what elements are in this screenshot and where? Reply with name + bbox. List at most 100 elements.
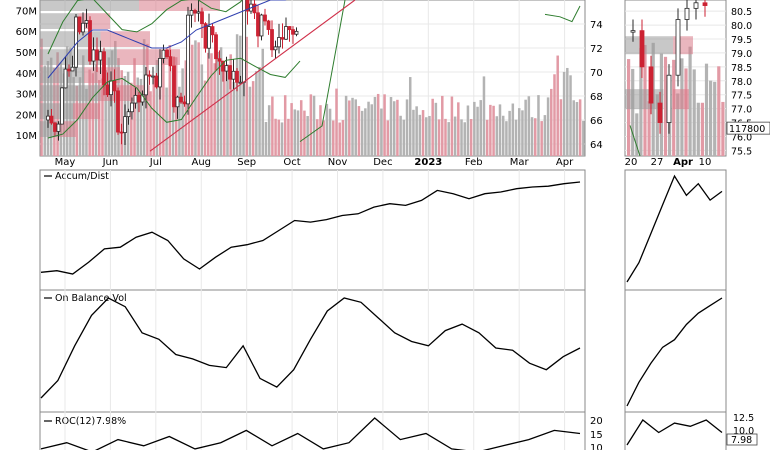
zoom-volume-bar <box>676 93 680 156</box>
volume-bar <box>498 104 502 156</box>
candle-body <box>196 11 201 14</box>
candle-body <box>67 68 71 72</box>
volume-bar <box>514 119 518 156</box>
candle-body <box>242 0 246 83</box>
volume-bar <box>360 110 364 156</box>
volume-bar <box>258 66 261 156</box>
volume-bar <box>162 53 165 157</box>
x-tick-label: Jun <box>102 157 119 168</box>
zoom-band-line <box>629 125 641 157</box>
volume-bar <box>396 99 399 156</box>
candle-body <box>172 65 176 108</box>
candle-body <box>70 66 75 72</box>
volume-bar <box>428 115 431 156</box>
roc-line <box>40 417 581 450</box>
obv-panel <box>39 289 586 413</box>
zoom-x-tick-label: Apr <box>673 157 693 168</box>
volume-bar <box>229 54 232 156</box>
trend-line <box>149 0 356 152</box>
x-tick-label: May <box>55 157 76 168</box>
candle-body <box>109 80 113 96</box>
volume-bar <box>437 119 441 156</box>
volume-bar <box>405 99 409 156</box>
price-tick-label: 68 <box>590 92 603 103</box>
indicator-lines <box>40 174 723 450</box>
price-tick-label: 66 <box>590 116 603 127</box>
volume-bar <box>312 95 316 156</box>
zoom-candle-body <box>666 74 672 123</box>
candle-body <box>200 11 204 25</box>
zoom-candle-body <box>684 7 690 20</box>
axis-ticks: May Jun Jul Aug Sep Oct Nov Dec 2023 Feb Mar Apr 64 6… <box>16 6 770 450</box>
volume-bar <box>85 88 88 156</box>
volume-bar <box>130 82 133 156</box>
zoom-x-tick-label: 10 <box>699 157 712 168</box>
volume-bar <box>328 108 332 156</box>
candle-body <box>144 74 148 96</box>
volume-bar <box>463 122 466 156</box>
volume-bar <box>136 77 139 156</box>
candle-body <box>165 49 169 58</box>
candle-body <box>123 116 127 133</box>
volume-bar <box>290 103 293 156</box>
candle-body <box>56 123 61 132</box>
volume-bar <box>370 104 374 156</box>
volume-bar <box>421 110 425 156</box>
candle-body <box>291 29 295 35</box>
candle-body <box>175 96 180 108</box>
volume-bar <box>543 115 547 156</box>
volume-bar <box>232 82 236 156</box>
candle-body <box>60 87 64 125</box>
zoom-candle-body <box>657 102 663 123</box>
volume-zone-down <box>73 103 100 119</box>
volume-bar <box>559 99 563 156</box>
volume-bar <box>482 76 486 156</box>
zoom-volume-bar <box>704 63 709 157</box>
candle-body <box>161 49 166 59</box>
zoom-volume-bar <box>700 102 704 156</box>
volume-bar <box>447 122 450 156</box>
candle-body <box>214 34 218 60</box>
zoom-volume-bar <box>709 80 713 156</box>
volume-bar <box>501 115 505 156</box>
price-series <box>46 0 708 157</box>
lower-band-line <box>47 57 301 139</box>
volume-bar <box>537 95 540 156</box>
zoom-volume-bar <box>692 69 696 156</box>
price-tick-label: 74 <box>590 20 603 31</box>
volume-bar <box>277 119 281 156</box>
volume-bar <box>527 96 531 156</box>
candle-body <box>277 37 281 48</box>
zoom-ad-line <box>626 174 723 283</box>
volume-bar <box>178 86 181 156</box>
volume-tick-label: 50M <box>16 48 37 59</box>
volume-bar <box>303 110 306 156</box>
candle-body <box>210 26 215 36</box>
candle-body <box>102 51 106 86</box>
volume-bar <box>245 36 248 156</box>
volume-bar <box>235 34 239 157</box>
candle-body <box>221 60 225 72</box>
volume-zone-up <box>40 103 73 119</box>
candle-body <box>77 16 82 33</box>
zoom-roc-panel <box>624 411 727 450</box>
zoom-price-tick-label: 79.0 <box>731 49 752 60</box>
candle-body <box>263 14 267 22</box>
volume-bar <box>418 114 422 156</box>
volume-bar <box>322 120 325 156</box>
volume-bar <box>389 97 393 156</box>
volume-bar <box>152 76 156 156</box>
volume-bar <box>495 116 499 156</box>
volume-bar <box>364 108 367 156</box>
candle-body <box>252 3 257 14</box>
zoom-ad-panel <box>624 169 727 291</box>
volume-bar <box>582 120 585 156</box>
candle-body <box>231 70 236 80</box>
volume-bar <box>348 100 351 156</box>
zoom-roc-value-box <box>726 433 758 446</box>
volume-bar <box>251 81 255 156</box>
volume-tick-label: 40M <box>16 69 37 80</box>
volume-zone-up <box>40 85 101 101</box>
candle-body <box>207 26 211 49</box>
